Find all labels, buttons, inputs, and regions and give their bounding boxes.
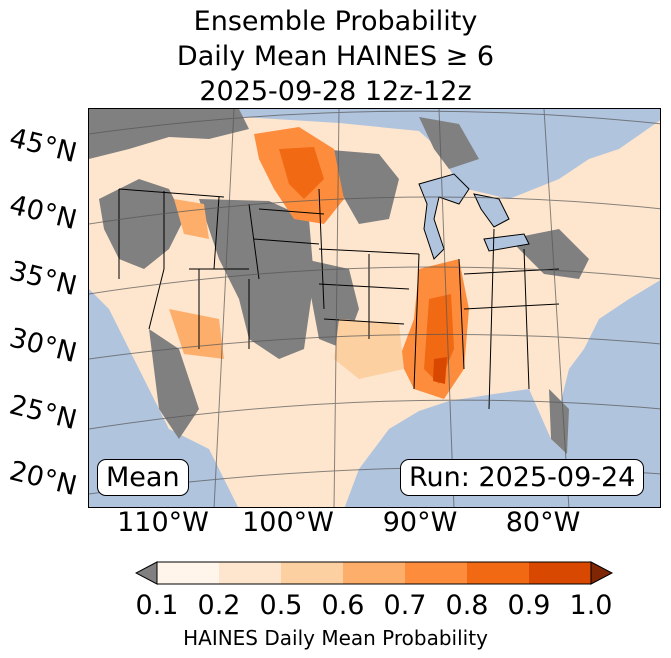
lon-label-90: 90°W xyxy=(382,507,458,538)
title-line-1: Ensemble Probability xyxy=(193,6,478,37)
state-borders xyxy=(118,188,560,410)
colorbar-segment xyxy=(529,562,591,584)
lon-label-100: 100°W xyxy=(242,507,334,538)
colorbar-under-arrow xyxy=(135,561,158,585)
gray-region-north-plains xyxy=(319,149,399,224)
colorbar-segment xyxy=(467,562,529,584)
very-high-prob-northern-plains xyxy=(279,147,324,199)
gray-region-canada-west xyxy=(89,109,249,159)
colorbar-tick: 0.8 xyxy=(445,590,489,621)
colorbar-label: HAINES Daily Mean Probability xyxy=(183,626,488,650)
probability-map xyxy=(88,108,661,508)
colorbar-tick: 0.2 xyxy=(197,590,241,621)
title-line-2: Daily Mean HAINES ≥ 6 xyxy=(176,41,495,72)
colorbar-over-arrow xyxy=(590,561,614,585)
lat-label-30: 30°N xyxy=(6,322,80,370)
gray-region-northeast xyxy=(509,229,589,279)
colorbar xyxy=(135,561,614,585)
colorbar-tick: 0.7 xyxy=(383,590,427,621)
colorbar-frame xyxy=(156,561,592,585)
mid-prob-texas xyxy=(334,319,404,379)
title-line-3: 2025-09-28 12z-12z xyxy=(199,76,472,107)
gray-region-gulf xyxy=(549,389,569,454)
colorbar-segment xyxy=(405,562,467,584)
colorbar-tick: 0.9 xyxy=(507,590,551,621)
lon-label-80: 80°W xyxy=(505,507,581,538)
mean-label: Mean xyxy=(97,459,189,497)
colorbar-segment xyxy=(219,562,281,584)
lat-label-20: 20°N xyxy=(6,455,80,503)
lon-label-110: 110°W xyxy=(117,507,209,538)
colorbar-segment xyxy=(157,562,219,584)
gray-region-northwest xyxy=(99,179,184,269)
lat-label-35: 35°N xyxy=(6,255,80,303)
lat-label-45: 45°N xyxy=(6,122,80,170)
lat-label-40: 40°N xyxy=(6,189,80,237)
mid-prob-arizona xyxy=(169,309,224,359)
colorbar-tick: 1.0 xyxy=(569,590,613,621)
peak-prob-lower-mississippi xyxy=(433,357,447,384)
lat-label-25: 25°N xyxy=(6,389,80,437)
map-canvas xyxy=(89,109,660,507)
colorbar-segment xyxy=(281,562,343,584)
run-date-label: Run: 2025-09-24 xyxy=(400,459,645,497)
colorbar-tick: 0.6 xyxy=(321,590,365,621)
colorbar-tick: 0.5 xyxy=(259,590,303,621)
graticule xyxy=(89,109,660,507)
gray-region-southwest xyxy=(149,329,199,439)
colorbar-tick: 0.1 xyxy=(135,590,179,621)
gray-region-canada-east xyxy=(419,117,479,169)
colorbar-segment xyxy=(343,562,405,584)
